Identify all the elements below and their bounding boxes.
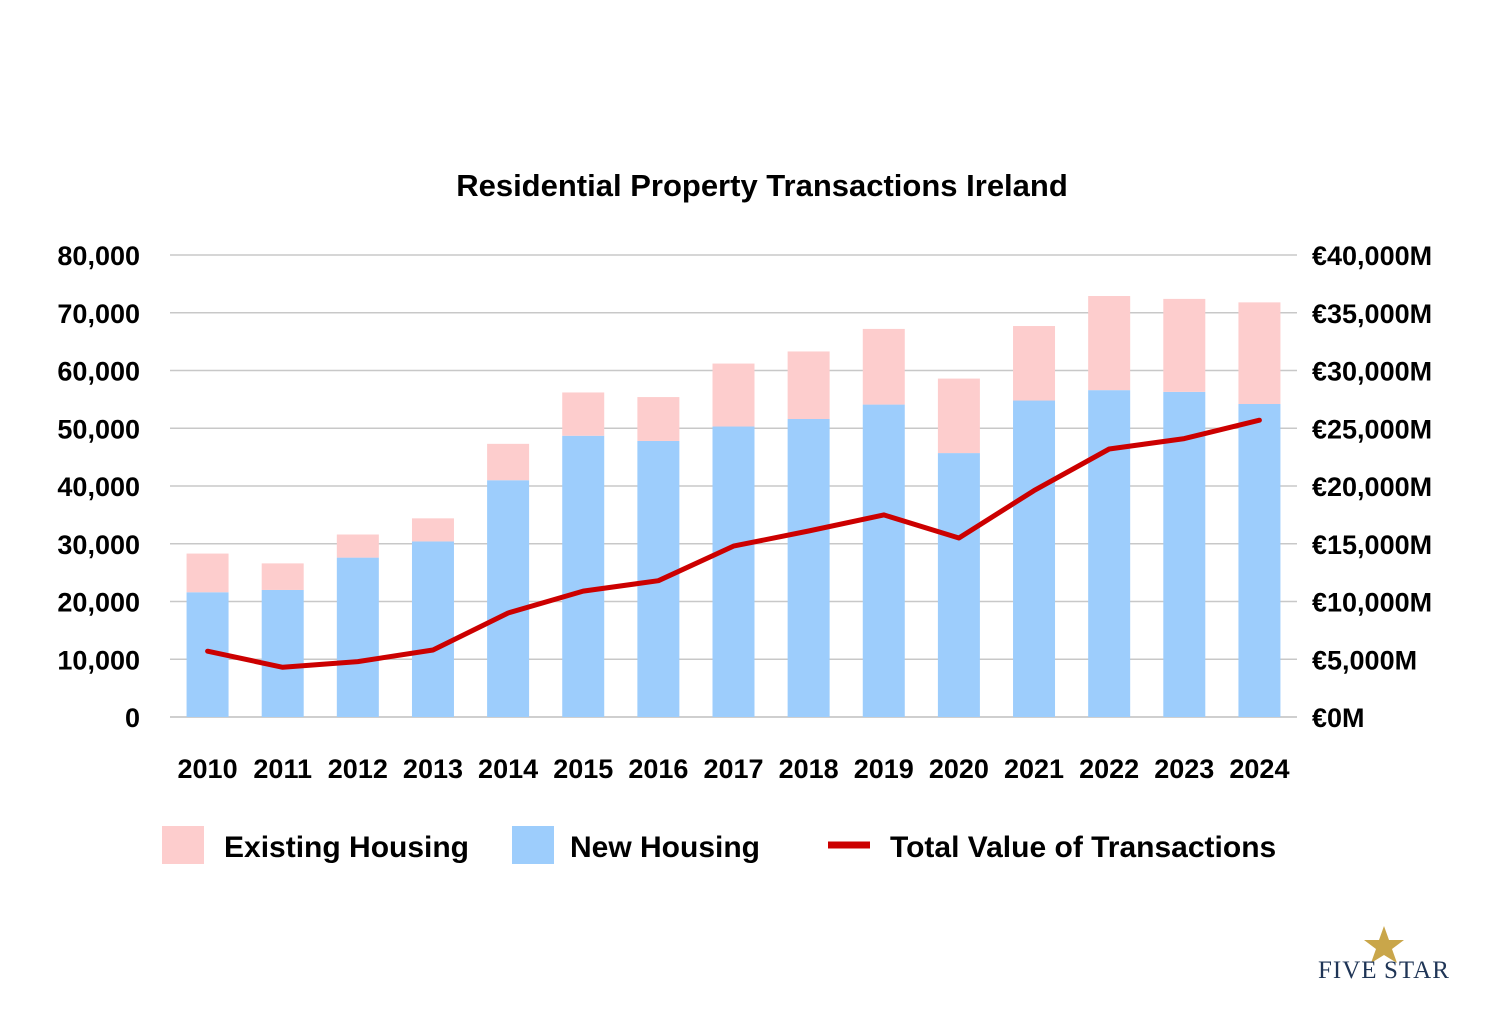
bars <box>186 296 1281 717</box>
right-tick-20000: €20,000M <box>1312 472 1432 502</box>
point-total-value-2012 <box>357 661 359 663</box>
bar-existing-housing-2011 <box>261 563 304 590</box>
point-total-value-2010 <box>207 650 209 652</box>
bar-new-housing-2015 <box>562 435 605 717</box>
bar-existing-housing-2018 <box>787 351 830 420</box>
left-tick-20000: 20,000 <box>57 588 140 618</box>
x-tick-2014: 2014 <box>478 754 538 784</box>
right-axis-ticks: €0M €5,000M €10,000M €15,000M €20,000M €25,00… <box>1312 241 1432 733</box>
bar-existing-housing-2014 <box>487 443 530 481</box>
bar-new-housing-2024 <box>1238 403 1281 717</box>
point-total-value-2024 <box>1258 419 1260 421</box>
x-tick-2015: 2015 <box>553 754 613 784</box>
x-tick-2020: 2020 <box>929 754 989 784</box>
x-tick-2013: 2013 <box>403 754 463 784</box>
x-tick-2019: 2019 <box>854 754 914 784</box>
point-total-value-2013 <box>432 649 434 651</box>
x-tick-2022: 2022 <box>1079 754 1139 784</box>
x-tick-2016: 2016 <box>628 754 688 784</box>
bar-existing-housing-2021 <box>1013 326 1056 401</box>
right-tick-0: €0M <box>1312 703 1365 733</box>
point-total-value-2019 <box>883 514 885 516</box>
right-tick-30000: €30,000M <box>1312 357 1432 387</box>
right-tick-15000: €15,000M <box>1312 530 1432 560</box>
x-tick-2012: 2012 <box>328 754 388 784</box>
right-tick-25000: €25,000M <box>1312 414 1432 444</box>
bar-new-housing-2023 <box>1163 391 1206 717</box>
left-tick-40000: 40,000 <box>57 472 140 502</box>
point-total-value-2017 <box>733 545 734 547</box>
bar-new-housing-2019 <box>862 404 905 717</box>
logo-text-five: FIVE <box>1318 957 1378 984</box>
left-tick-50000: 50,000 <box>57 414 140 444</box>
bar-new-housing-2020 <box>937 453 980 717</box>
point-total-value-2018 <box>808 530 810 532</box>
x-tick-2023: 2023 <box>1154 754 1214 784</box>
star-icon <box>1364 926 1404 963</box>
bar-new-housing-2021 <box>1013 400 1056 717</box>
legend-label-existing-housing: Existing Housing <box>224 831 469 864</box>
left-tick-80000: 80,000 <box>57 241 140 271</box>
five-star-logo: FIVE STAR <box>1318 926 1450 984</box>
left-tick-0: 0 <box>125 703 140 733</box>
bar-new-housing-2014 <box>487 480 530 717</box>
bar-new-housing-2018 <box>787 419 830 717</box>
right-tick-10000: €10,000M <box>1312 588 1432 618</box>
chart-title: Residential Property Transactions Irelan… <box>456 168 1068 203</box>
point-total-value-2020 <box>958 537 960 539</box>
left-tick-60000: 60,000 <box>57 357 140 387</box>
bar-existing-housing-2023 <box>1163 298 1206 392</box>
point-total-value-2021 <box>1033 490 1035 492</box>
legend-label-total-value: Total Value of Transactions <box>890 831 1276 864</box>
legend-swatch-existing-housing <box>162 826 204 864</box>
bar-existing-housing-2020 <box>937 378 980 454</box>
point-total-value-2022 <box>1108 448 1110 450</box>
value-line <box>205 417 1262 670</box>
bar-existing-housing-2022 <box>1088 296 1131 391</box>
x-tick-2018: 2018 <box>779 754 839 784</box>
bar-existing-housing-2015 <box>562 392 605 436</box>
bar-new-housing-2011 <box>261 589 304 717</box>
right-tick-35000: €35,000M <box>1312 299 1432 329</box>
bar-new-housing-2017 <box>712 426 755 717</box>
point-total-value-2011 <box>282 666 284 668</box>
legend-swatch-new-housing <box>512 826 554 864</box>
x-tick-2010: 2010 <box>178 754 238 784</box>
x-tick-2021: 2021 <box>1004 754 1064 784</box>
bar-existing-housing-2012 <box>336 534 379 558</box>
bar-new-housing-2022 <box>1088 390 1131 717</box>
point-total-value-2014 <box>507 612 509 614</box>
bar-existing-housing-2017 <box>712 363 755 427</box>
x-axis-ticks: 2010 2011 2012 2013 2014 2015 2016 2017 2018 2019… <box>178 754 1290 784</box>
point-total-value-2023 <box>1183 438 1185 440</box>
left-tick-70000: 70,000 <box>57 299 140 329</box>
bar-existing-housing-2016 <box>637 397 680 441</box>
legend-label-new-housing: New Housing <box>570 831 760 864</box>
point-total-value-2015 <box>582 590 584 592</box>
x-tick-2017: 2017 <box>703 754 763 784</box>
logo-text-star: STAR <box>1384 957 1450 984</box>
left-tick-30000: 30,000 <box>57 530 140 560</box>
left-axis-ticks: 0 10,000 20,000 30,000 40,000 50,000 60,000 70,… <box>57 241 140 733</box>
bar-new-housing-2013 <box>411 541 454 717</box>
bar-existing-housing-2019 <box>862 328 905 405</box>
bar-existing-housing-2013 <box>411 518 454 542</box>
legend: Existing Housing New Housing Total Value… <box>162 826 1276 864</box>
bar-existing-housing-2010 <box>186 553 229 593</box>
point-total-value-2016 <box>657 580 659 582</box>
right-tick-40000: €40,000M <box>1312 241 1432 271</box>
right-tick-5000: €5,000M <box>1312 645 1417 675</box>
x-tick-2011: 2011 <box>253 754 312 784</box>
x-tick-2024: 2024 <box>1229 754 1289 784</box>
bar-existing-housing-2024 <box>1238 302 1281 404</box>
left-tick-10000: 10,000 <box>57 645 140 675</box>
bar-new-housing-2012 <box>336 557 379 717</box>
